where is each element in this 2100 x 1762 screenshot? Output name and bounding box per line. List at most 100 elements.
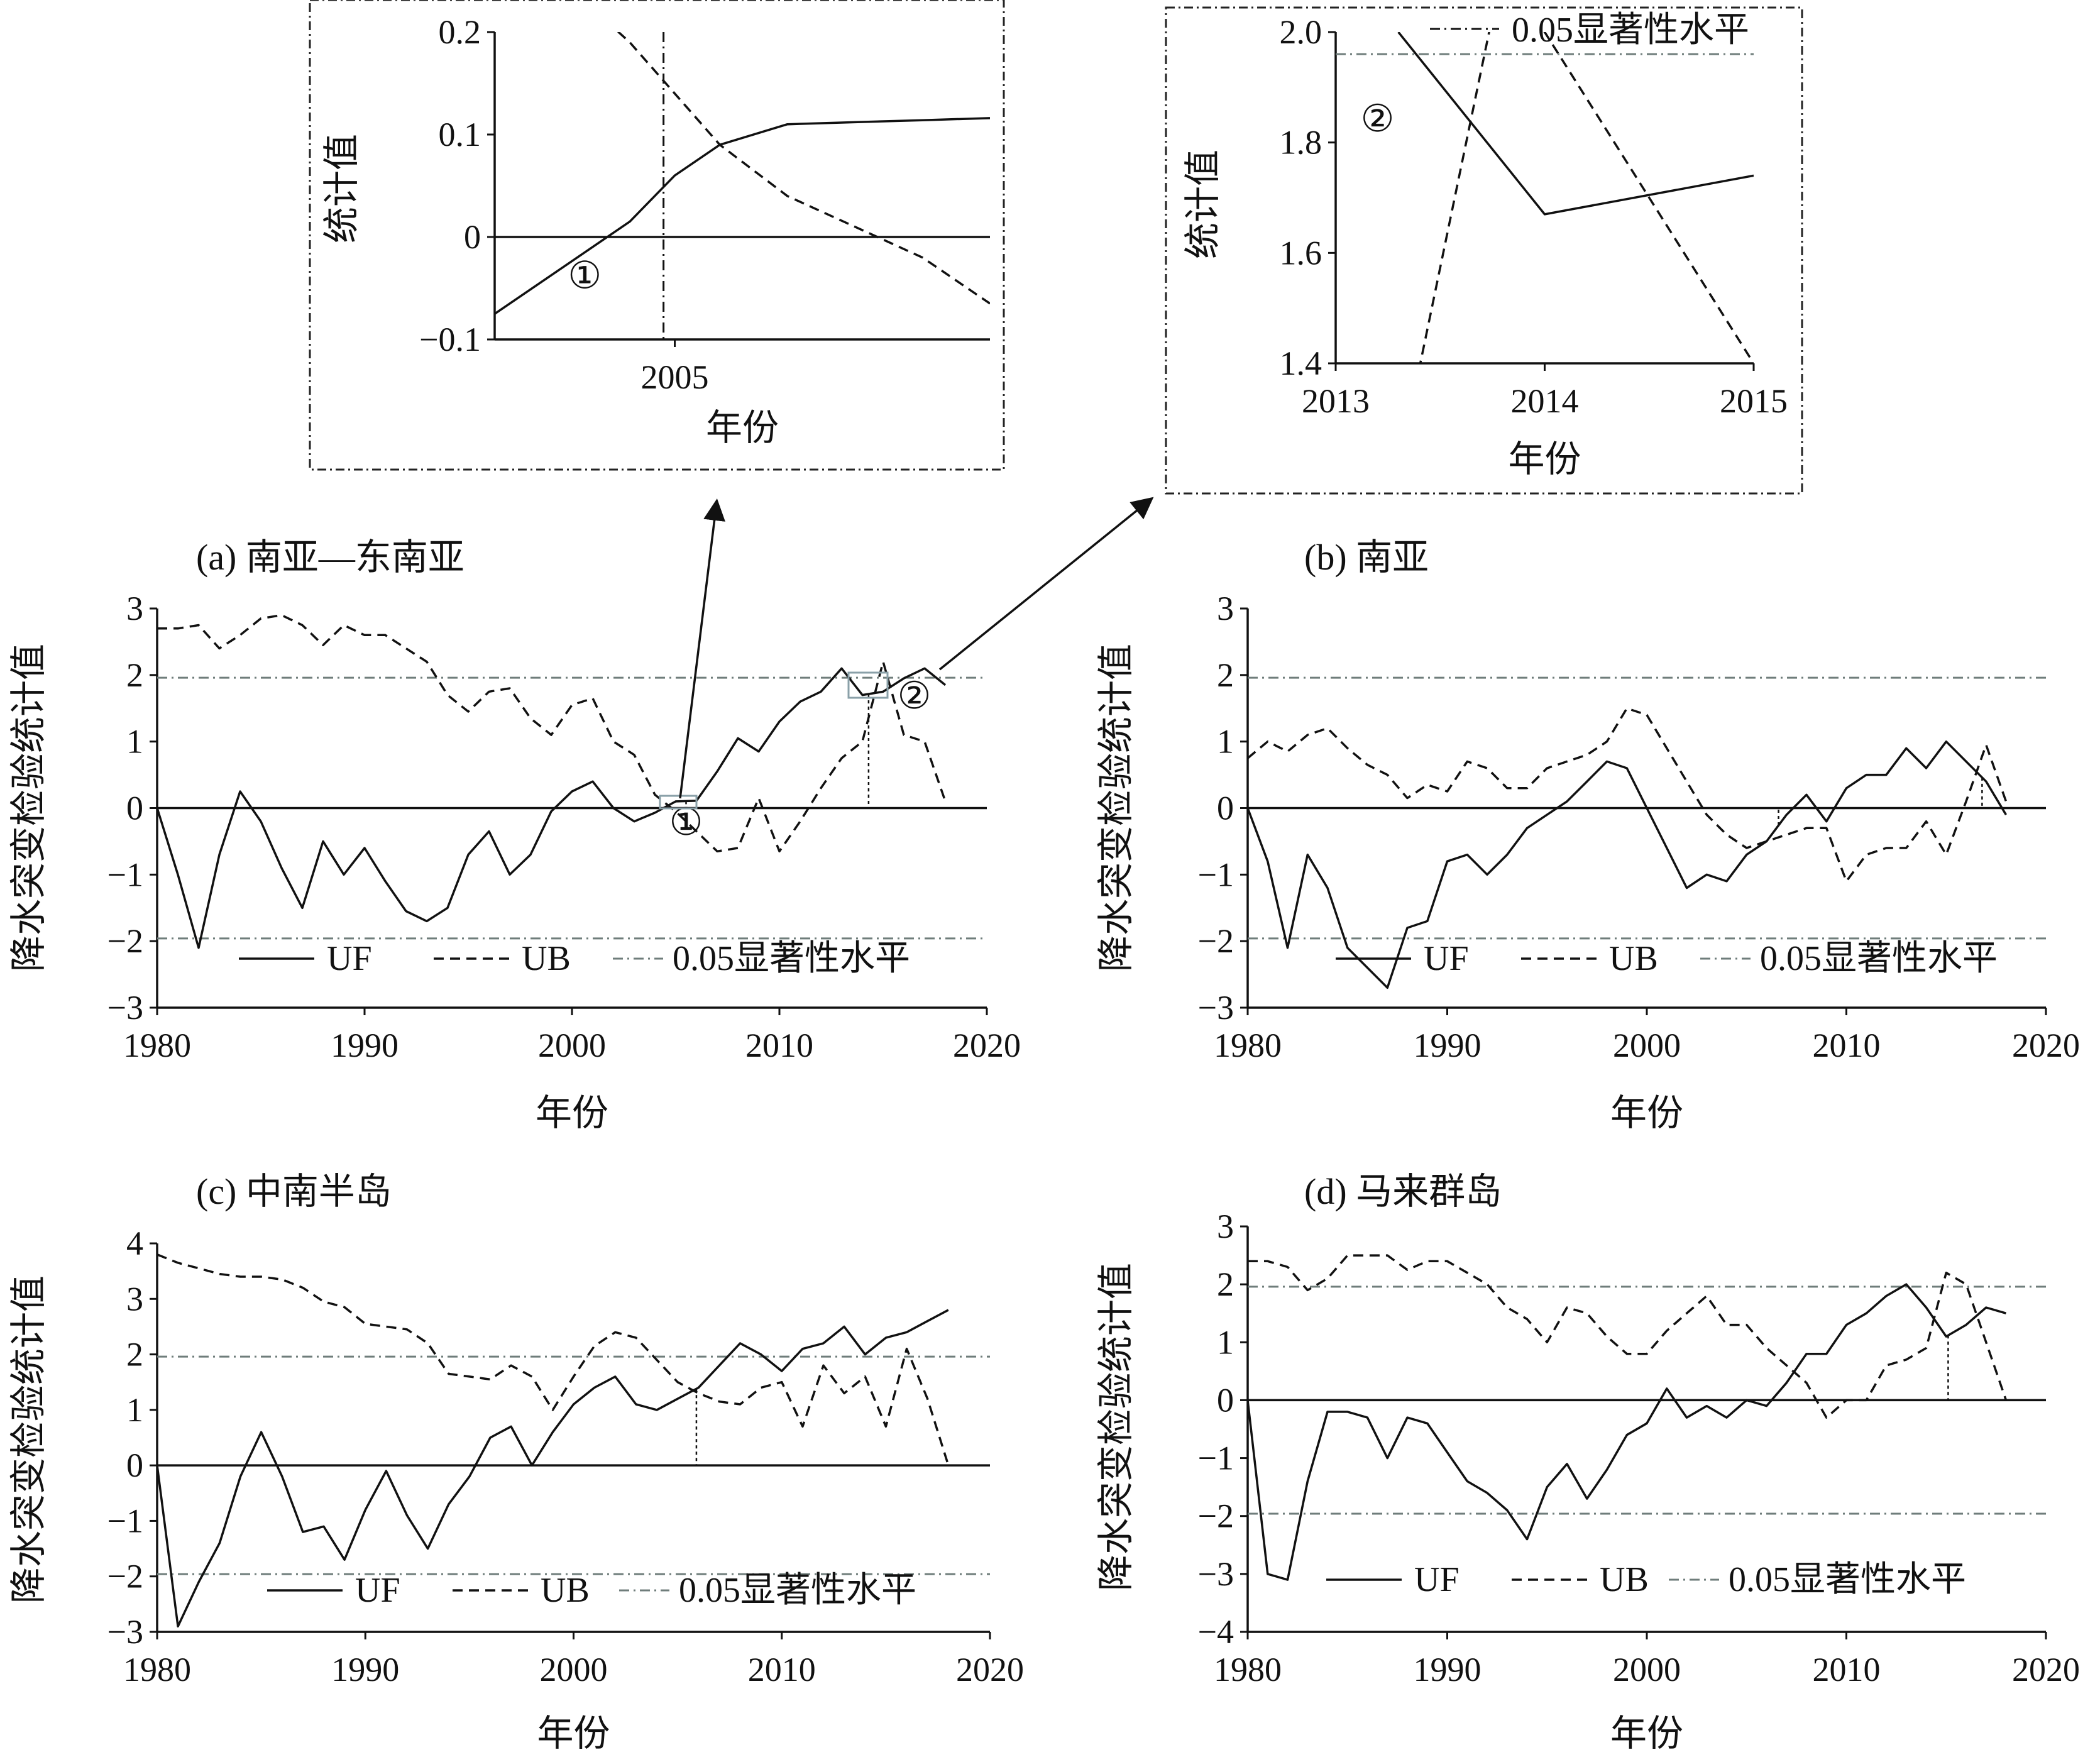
y-tick-label: 1.8 [1280, 124, 1322, 162]
panel-title: (a) 南亚—东南亚 [196, 537, 465, 578]
legend: UF UB 0.05显著性水平 [239, 939, 910, 978]
y-axis-title: 降水突变检验统计值 [8, 644, 49, 972]
marker-label: ② [1361, 98, 1395, 140]
zoom-box-2 [847, 671, 889, 699]
marker-label: ① [568, 255, 602, 297]
legend-label-significance: 0.05显著性水平 [1760, 939, 1998, 978]
x-tick-label: 2010 [1813, 1651, 1881, 1688]
y-tick-label: 0 [1217, 790, 1234, 827]
x-tick-label: 2015 [1720, 382, 1788, 420]
x-tick-label: 1990 [331, 1651, 399, 1688]
zoom-arrow-2 [938, 497, 1154, 671]
x-tick-label: 1990 [1414, 1651, 1482, 1688]
y-axis-title: 统计值 [1182, 150, 1223, 259]
y-tick-label: −3 [1198, 1555, 1234, 1593]
y-tick-label: −1 [107, 856, 143, 893]
inset-frame-a-inset-1 [309, 0, 1005, 471]
legend-label-significance: 0.05显著性水平 [679, 1571, 916, 1610]
x-tick-label: 1990 [331, 1027, 399, 1064]
y-axis-title: 降水突变检验统计值 [1096, 1263, 1136, 1591]
x-tick-label: 2010 [748, 1651, 816, 1688]
y-tick-label: 2 [1217, 656, 1234, 694]
x-tick-label: 2013 [1302, 382, 1370, 420]
panel-title: (c) 中南半岛 [196, 1171, 392, 1212]
x-tick-label: 2020 [2012, 1651, 2080, 1688]
series-line-ub [1419, 32, 1754, 363]
x-tick-label: 2000 [540, 1651, 608, 1688]
y-tick-label: 0.1 [439, 116, 481, 153]
series-line-uf [1248, 1283, 2006, 1581]
chart-b: −3 −2 −1 0 1 2 3 1980 1990 2000 2010 2020 年份 降水突变检验统计… [1096, 537, 2080, 1133]
legend-label-uf: UF [1424, 939, 1469, 978]
y-tick-label: −2 [107, 922, 143, 960]
y-tick-label: 2.0 [1280, 13, 1322, 51]
x-tick-label: 1980 [1214, 1651, 1282, 1688]
legend-label-uf: UF [355, 1571, 400, 1610]
chart-a-inset-1: −0.1 0 0.1 0.2 2005 ① 年份 统计值 [309, 0, 1005, 471]
chart-a-inset-2: 1.4 1.6 1.8 2.0 2013 2014 2015 ② 年份 统计值 0.05显著性水平 [1165, 6, 1803, 495]
legend-label-significance: 0.05显著性水平 [673, 939, 910, 978]
x-tick-label: 2020 [2012, 1027, 2080, 1064]
y-tick-label: 1 [126, 723, 143, 761]
x-tick-label: 2010 [745, 1027, 813, 1064]
chart-d: −4 −3 −2 −1 0 1 2 3 1980 1990 2000 2010 2020 年份 降水突变检验… [1096, 1171, 2080, 1754]
x-tick-label: 2010 [1813, 1027, 1881, 1064]
x-tick-label: 1980 [123, 1651, 191, 1688]
y-tick-label: 0 [464, 218, 481, 256]
y-tick-label: −1 [107, 1502, 143, 1539]
x-axis-title: 年份 [1610, 1093, 1683, 1133]
y-tick-label: −2 [1198, 922, 1234, 960]
y-tick-label: 3 [126, 1280, 143, 1318]
legend: 0.05显著性水平 [1430, 11, 1749, 50]
y-tick-label: 2 [1217, 1265, 1234, 1303]
legend: UF UB 0.05显著性水平 [1336, 939, 1998, 978]
zoom-box-1 [659, 795, 698, 810]
x-tick-label: 2000 [538, 1027, 606, 1064]
y-tick-label: 0 [1217, 1381, 1234, 1419]
x-axis-title: 年份 [706, 407, 779, 448]
y-tick-label: 0 [126, 790, 143, 827]
y-tick-label: 1 [1217, 723, 1234, 761]
y-tick-label: 2 [126, 656, 143, 694]
x-tick-label: 2020 [953, 1027, 1021, 1064]
x-axis-title: 年份 [536, 1093, 608, 1133]
y-tick-label: 1 [1217, 1323, 1234, 1361]
y-tick-label: 2 [126, 1336, 143, 1374]
legend-label-uf: UF [1414, 1560, 1460, 1599]
zoom-arrow-1 [679, 498, 725, 799]
chart-c: −3 −2 −1 0 1 2 3 4 1980 1990 2000 2010 2020 年份 降水突变检验统… [8, 1171, 1024, 1754]
legend-label-ub: UB [1600, 1560, 1649, 1599]
y-tick-label: 0.2 [439, 13, 481, 51]
y-tick-label: −3 [107, 1613, 143, 1651]
y-tick-label: −0.1 [419, 321, 481, 358]
legend-label-significance: 0.05显著性水平 [1512, 11, 1749, 50]
y-tick-label: −3 [107, 989, 143, 1027]
legend-label-significance: 0.05显著性水平 [1729, 1560, 1966, 1599]
series-line-ub [1248, 707, 2008, 883]
y-tick-label: 1.6 [1280, 234, 1322, 272]
series-line-ub [157, 614, 947, 853]
y-tick-label: −1 [1198, 1440, 1234, 1477]
legend-label-ub: UB [522, 939, 571, 978]
legend-label-ub: UB [1609, 939, 1658, 978]
marker-label: ② [898, 675, 932, 717]
legend: UF UB 0.05显著性水平 [267, 1571, 916, 1610]
legend-label-uf: UF [327, 939, 372, 978]
x-axis-title: 年份 [1610, 1713, 1683, 1754]
x-tick-label: 2000 [1613, 1651, 1681, 1688]
x-tick-label: 1980 [1214, 1027, 1282, 1064]
x-tick-label: 2000 [1613, 1027, 1681, 1064]
x-tick-label: 2014 [1511, 382, 1579, 420]
y-tick-label: 1.4 [1280, 344, 1322, 382]
y-tick-label: 3 [1217, 590, 1234, 627]
y-tick-label: −4 [1198, 1613, 1234, 1651]
y-tick-label: 0 [126, 1446, 143, 1484]
x-tick-label: 1990 [1414, 1027, 1482, 1064]
x-axis-title: 年份 [1508, 439, 1581, 480]
series-line-ub [1248, 1254, 2008, 1419]
legend-label-ub: UB [541, 1571, 590, 1610]
y-tick-label: −2 [1198, 1497, 1234, 1535]
y-axis-title: 降水突变检验统计值 [8, 1275, 49, 1604]
